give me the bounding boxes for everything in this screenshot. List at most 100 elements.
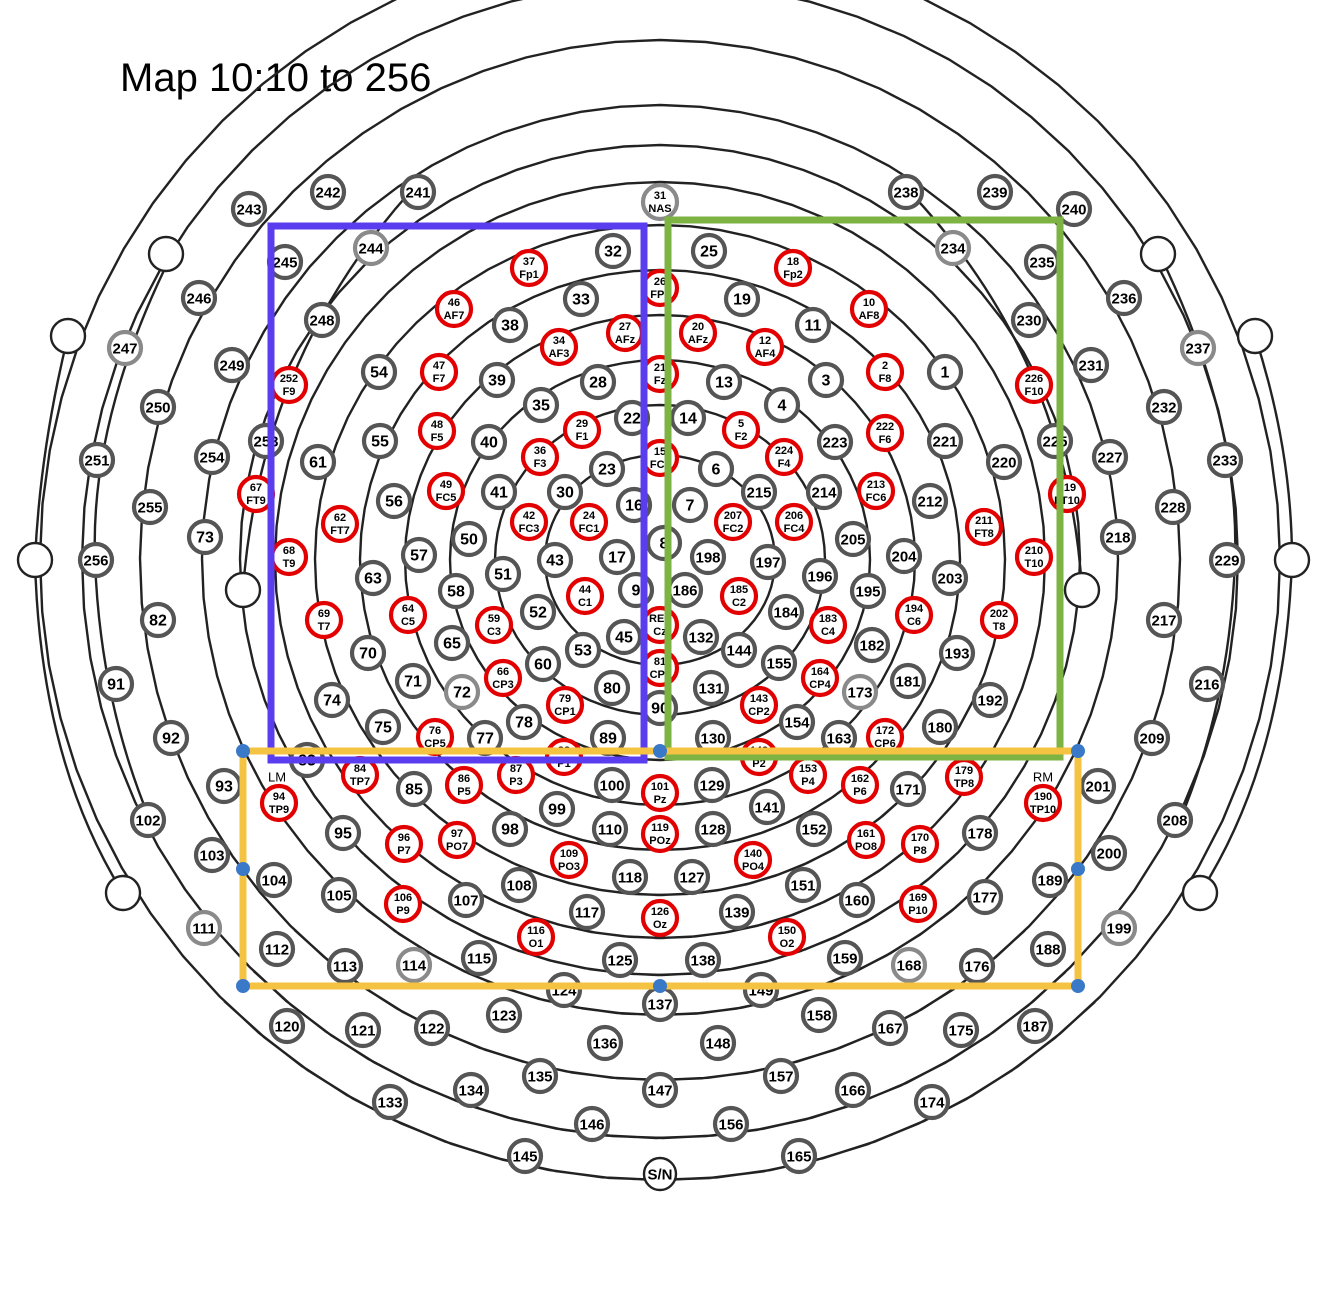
electrode-93: 93 [205,767,243,805]
electrode-number: 246 [186,291,211,308]
electrode-marker [399,173,437,211]
electrode-number: 255 [137,500,162,517]
electrode-site-label: FC4 [784,523,806,535]
electrode-22: 22 [613,399,651,437]
electrode-marker [522,386,560,424]
electrode-marker [413,1009,451,1047]
electrode-number: 156 [718,1117,743,1134]
electrode-4: 4 [763,386,801,424]
electrode-marker [395,770,433,808]
electrode-number: 86 [458,773,470,785]
electrode-site-label: O2 [780,938,795,950]
electrode-168: 168 [890,946,928,984]
electrode-number: 78 [515,715,533,732]
electrode-marker [742,971,780,1009]
electrode-marker [388,595,428,635]
resize-handle[interactable] [653,744,667,758]
electrode-site-label: Fz [654,375,667,387]
electrode-marker [539,327,579,367]
electrode-marker [826,939,864,977]
electrode-marker [613,399,651,437]
electrode-site-label: PO8 [855,841,877,853]
electrode-number: 103 [199,848,224,865]
electrode-site-label: PO3 [558,861,580,873]
electrode-199: 199 [1100,909,1138,947]
electrode-number: 253 [253,434,278,451]
electrode-number: 60 [534,657,552,674]
electrode-182: 182 [853,626,891,664]
electrode-148: 148 [699,1024,737,1062]
electrode-marker [885,537,923,575]
electrode-28: 28 [579,363,617,401]
electrode-115: 115 [460,939,498,977]
electrode-marker [720,631,758,669]
electrode-136: 136 [586,1024,624,1062]
electrode-site-label: P3 [509,776,522,788]
electrode-marker [890,946,928,984]
electrode-marker [417,411,457,451]
electrode-site-label: C3 [487,626,501,638]
electrode-45: 45 [605,618,643,656]
electrode-244: 244 [352,229,390,267]
electrode-32: 32 [594,232,632,270]
electrode-25: 25 [690,232,728,270]
electrode-117: 117 [568,893,606,931]
electrode-number: 244 [358,241,384,258]
electrode-marker [509,248,549,288]
resize-handle[interactable] [236,862,250,876]
resize-handle[interactable] [1071,862,1085,876]
resize-handle[interactable] [236,979,250,993]
electrode-marker [594,232,632,270]
electrode-number: 47 [433,360,445,372]
resize-handle[interactable] [236,744,250,758]
electrode-site-label: FC3 [519,523,540,535]
resize-handle[interactable] [1071,979,1085,993]
electrode-marker [591,810,629,848]
electrode-228: 228 [1154,488,1192,526]
electrode-site-label: P8 [913,845,926,857]
electrode-229: 229 [1208,541,1246,579]
electrode-site-label: T9 [283,558,296,570]
electrode-marker [565,576,605,616]
electrode-number: 107 [453,893,478,910]
electrode-marker [394,662,432,700]
electrode-number: 76 [429,725,441,737]
electrode-166: 166 [834,1071,872,1109]
electrode-number: 230 [1016,313,1041,330]
electrode-number: 130 [700,731,725,748]
electrode-number: 98 [501,822,519,839]
electrode-number: 210 [1025,545,1043,557]
ring-arc [238,143,1082,977]
electrode-14: 14 [669,399,707,437]
electrode-number: 29 [576,418,588,430]
electrode-218: 218 [1099,518,1137,556]
electrode-165: 165 [780,1137,818,1175]
electrode-number: 160 [844,893,869,910]
electrode-marker [760,644,798,682]
electrode-marker [598,538,636,576]
electrode-marker [588,450,626,488]
electrode-number: 111 [192,921,215,938]
resize-handle[interactable] [653,979,667,993]
electrode-number: 237 [1185,341,1210,358]
electrode-157: 157 [762,1057,800,1095]
resize-handle[interactable] [1071,744,1085,758]
electrode-195: 195 [849,572,887,610]
electrode-site-label: CP5 [424,738,445,750]
electrode-number: 206 [785,510,803,522]
electrode-60: 60 [524,645,562,683]
electrode-number: 170 [911,832,929,844]
electrode-marker [562,410,602,450]
electrode-marker [491,306,529,344]
electrode-number: 251 [84,453,109,470]
electrode-marker [433,624,471,662]
